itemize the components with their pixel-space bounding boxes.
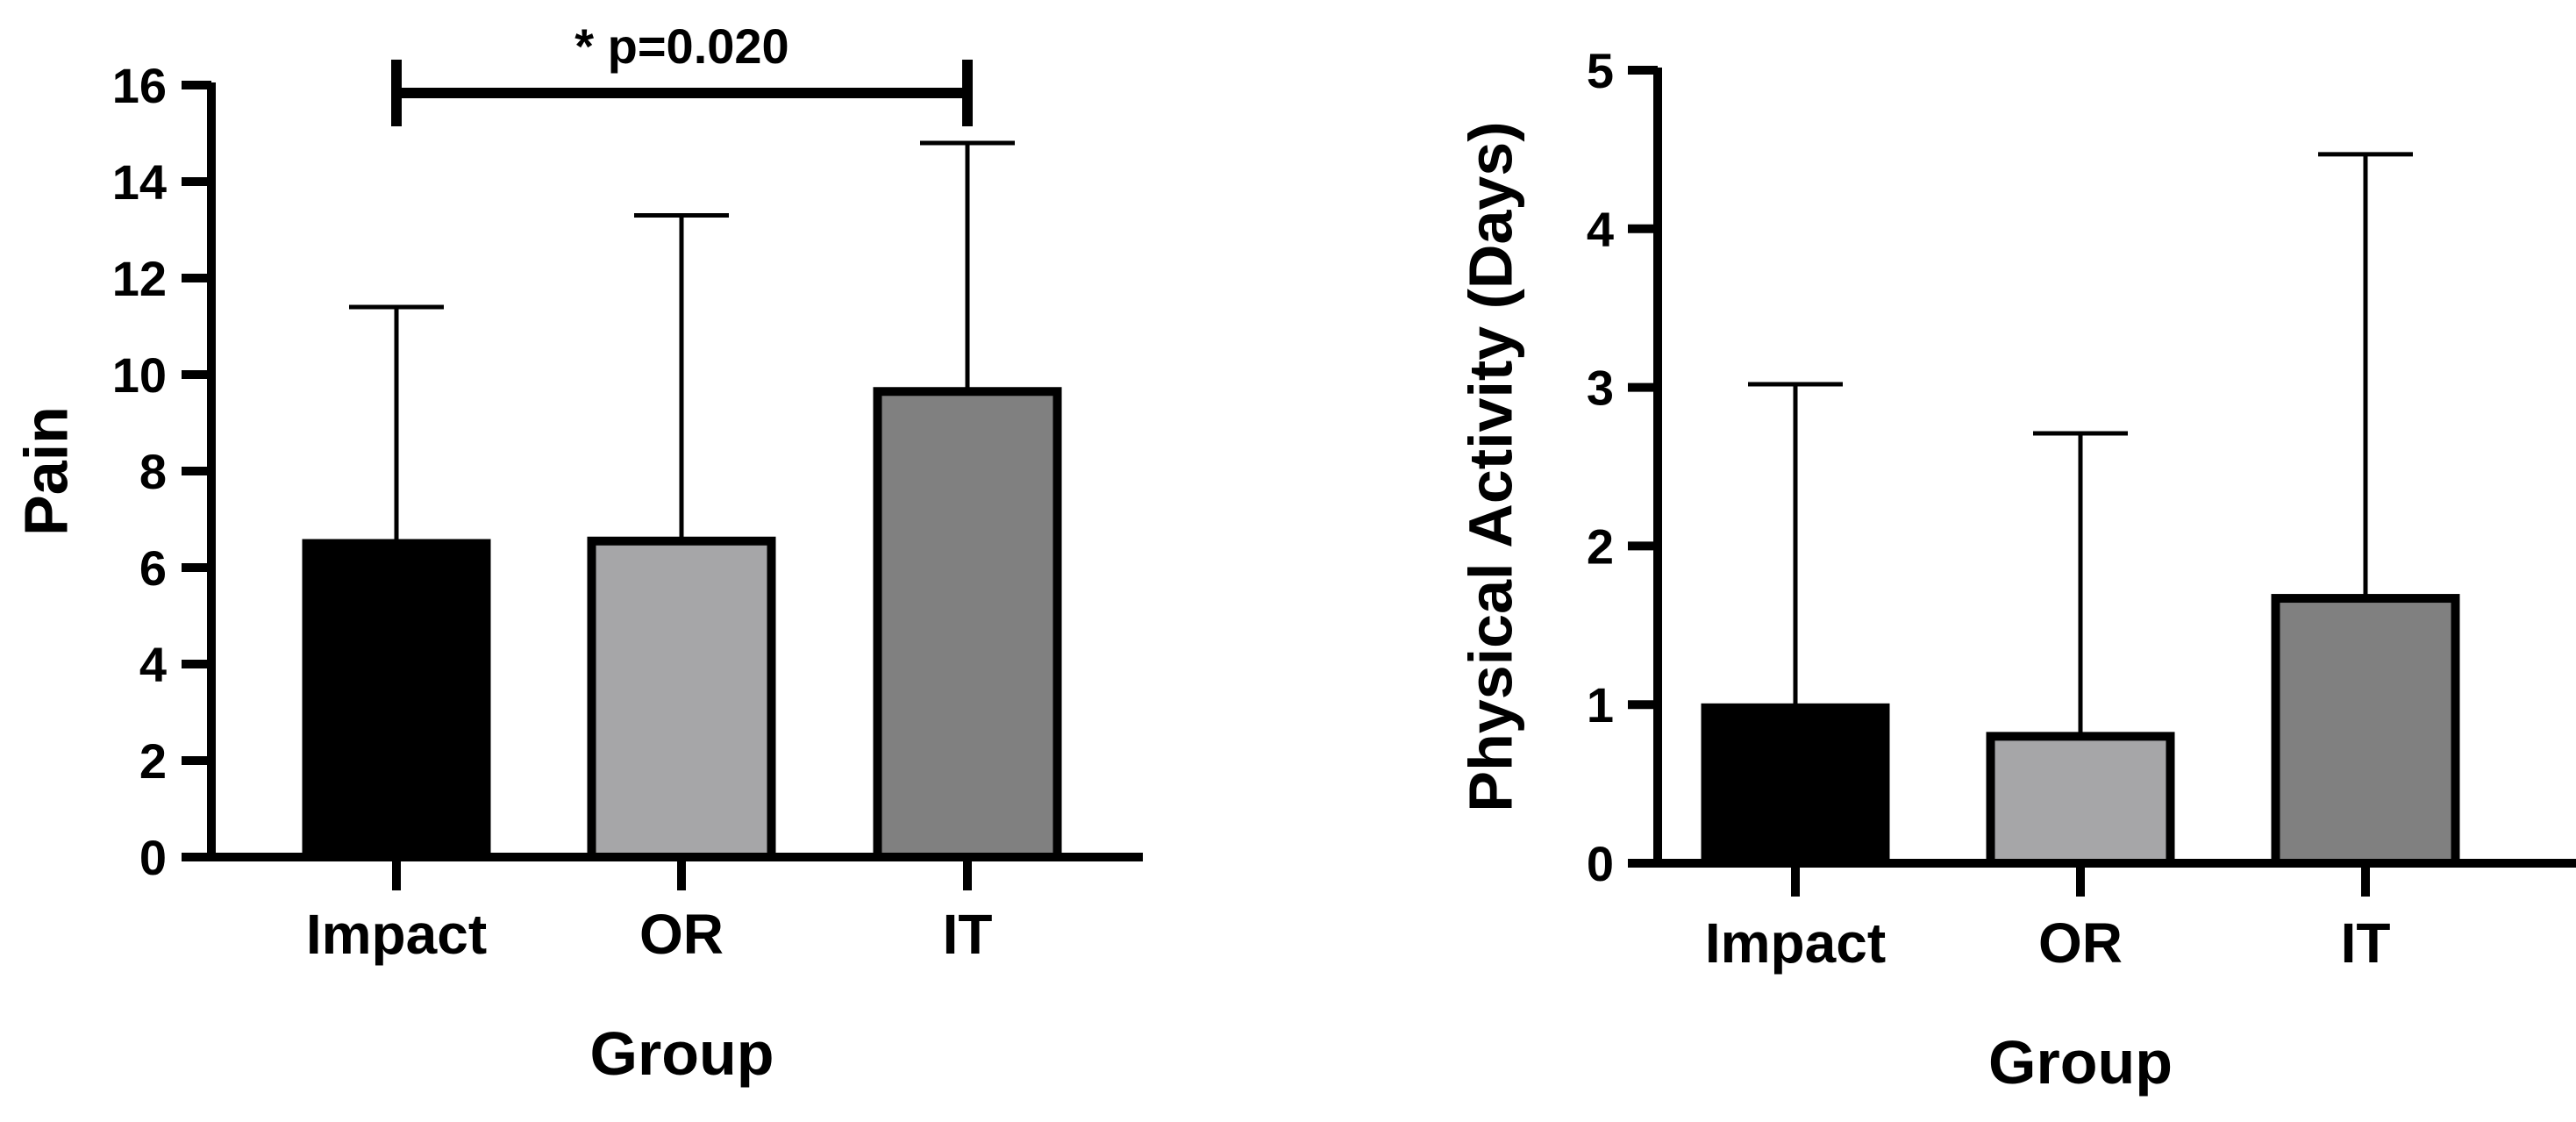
activity-y-tick-label: 0 (1587, 836, 1614, 891)
pain-bar-or (587, 536, 776, 861)
pain-y-tick-label: 12 (112, 251, 167, 306)
activity-bar-or (1986, 732, 2175, 868)
pain-x-tick-label-it: IT (943, 903, 993, 966)
physical-activity-chart: 0 1 2 3 4 5 Impact OR IT Group Physical Activit… (1456, 43, 2576, 1097)
activity-y-ticks: 0 1 2 3 4 5 (1587, 43, 1658, 891)
pain-y-tick-label: 4 (139, 637, 167, 692)
pain-y-tick-label: 8 (139, 444, 167, 499)
activity-x-tick-label-or: OR (2038, 911, 2123, 975)
pain-x-ticks: Impact OR IT (306, 857, 993, 966)
activity-y-tick-label: 4 (1587, 202, 1614, 257)
activity-bars (1701, 594, 2460, 868)
pain-y-tick-label: 14 (112, 154, 167, 210)
activity-x-tick-label-impact: Impact (1705, 911, 1886, 975)
pain-y-tick-label: 10 (112, 347, 167, 403)
pain-bar-impact (302, 539, 491, 861)
activity-y-tick-label: 2 (1587, 518, 1614, 574)
activity-x-axis-title: Group (1988, 1028, 2173, 1097)
pain-y-axis-title: Pain (11, 406, 80, 536)
pain-chart: 0 2 4 6 8 10 12 14 16 Impact OR IT * p=0.020 Group… (11, 18, 1143, 1088)
activity-x-tick-label-it: IT (2341, 911, 2391, 975)
pain-x-tick-label-impact: Impact (306, 903, 487, 966)
activity-y-tick-label: 5 (1587, 43, 1614, 98)
activity-axes (1653, 68, 2576, 868)
pain-y-tick-label: 0 (139, 830, 167, 885)
pain-bar-it (873, 387, 1062, 861)
pain-y-ticks: 0 2 4 6 8 10 12 14 16 (112, 58, 211, 885)
pain-y-tick-label: 2 (139, 733, 167, 789)
activity-y-axis-title: Physical Activity (Days) (1456, 121, 1524, 811)
activity-y-tick-label: 1 (1587, 677, 1614, 733)
significance-label: * p=0.020 (574, 18, 788, 74)
activity-x-ticks: Impact OR IT (1705, 863, 2391, 975)
activity-bar-it (2271, 594, 2460, 868)
pain-y-tick-label: 16 (112, 58, 167, 113)
activity-y-tick-label: 3 (1587, 361, 1614, 416)
pain-significance-annotation: * p=0.020 (391, 18, 973, 126)
activity-bar-impact (1701, 703, 1890, 868)
pain-error-bars (349, 140, 1015, 544)
pain-x-axis-title: Group (590, 1019, 774, 1088)
pain-x-tick-label-or: OR (639, 903, 724, 966)
pain-y-tick-label: 6 (139, 540, 167, 596)
activity-error-bars (1748, 152, 2413, 737)
